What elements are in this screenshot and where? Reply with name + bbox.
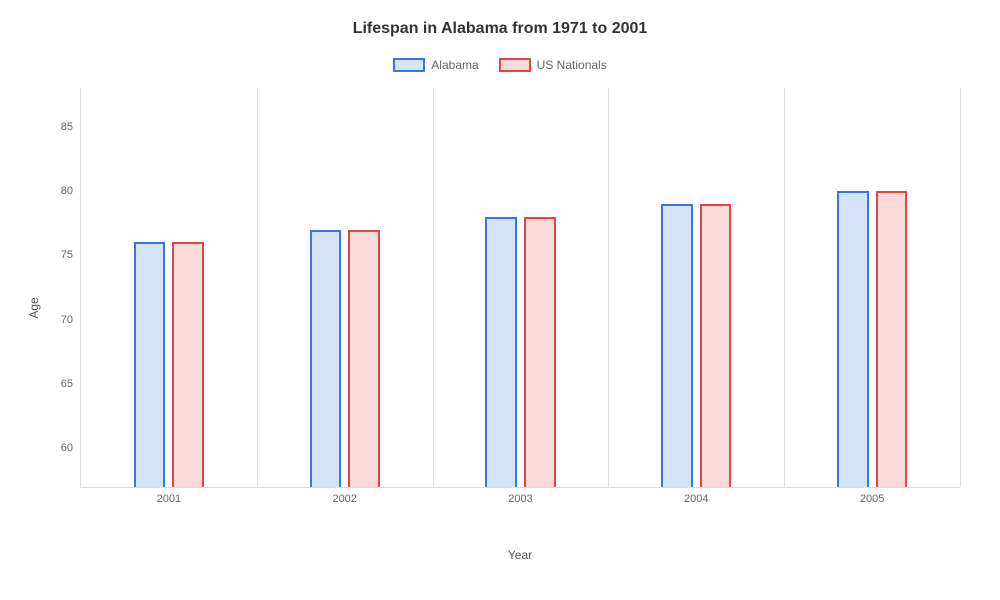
y-axis-label: Age: [27, 297, 41, 318]
bar-us-nationals-2005: [876, 191, 908, 487]
bar-us-nationals-2002: [348, 230, 380, 487]
bar-alabama-2001: [134, 242, 166, 487]
legend-item-usnationals: US Nationals: [499, 58, 607, 72]
y-tick: 75: [61, 249, 81, 261]
legend-swatch-usnationals: [499, 58, 531, 72]
y-tick: 80: [61, 185, 81, 197]
chart-title: Lifespan in Alabama from 1971 to 2001: [20, 20, 980, 38]
x-axis-label: Year: [508, 548, 532, 562]
plot-area: 60657075808520012002200320042005: [80, 88, 960, 488]
bar-us-nationals-2001: [172, 242, 204, 487]
legend-item-alabama: Alabama: [393, 58, 478, 72]
legend-swatch-alabama: [393, 58, 425, 72]
x-tick: 2005: [860, 487, 884, 505]
gridline: [784, 88, 785, 487]
gridline: [960, 88, 961, 487]
bar-alabama-2005: [837, 191, 869, 487]
x-tick: 2004: [684, 487, 708, 505]
bar-alabama-2003: [485, 217, 517, 487]
x-tick: 2001: [157, 487, 181, 505]
gridline: [608, 88, 609, 487]
legend: Alabama US Nationals: [20, 58, 980, 72]
chart-container: Lifespan in Alabama from 1971 to 2001 Al…: [0, 0, 1000, 600]
legend-label-alabama: Alabama: [431, 58, 478, 72]
y-tick: 85: [61, 121, 81, 133]
bar-us-nationals-2003: [524, 217, 556, 487]
y-tick: 70: [61, 314, 81, 326]
plot-wrap: Age 60657075808520012002200320042005 Yea…: [80, 88, 960, 528]
gridline: [433, 88, 434, 487]
x-tick: 2003: [508, 487, 532, 505]
bar-alabama-2002: [310, 230, 342, 487]
y-tick: 60: [61, 442, 81, 454]
legend-label-usnationals: US Nationals: [537, 58, 607, 72]
bar-alabama-2004: [661, 204, 693, 487]
bar-us-nationals-2004: [700, 204, 732, 487]
x-tick: 2002: [332, 487, 356, 505]
y-tick: 65: [61, 378, 81, 390]
gridline: [257, 88, 258, 487]
